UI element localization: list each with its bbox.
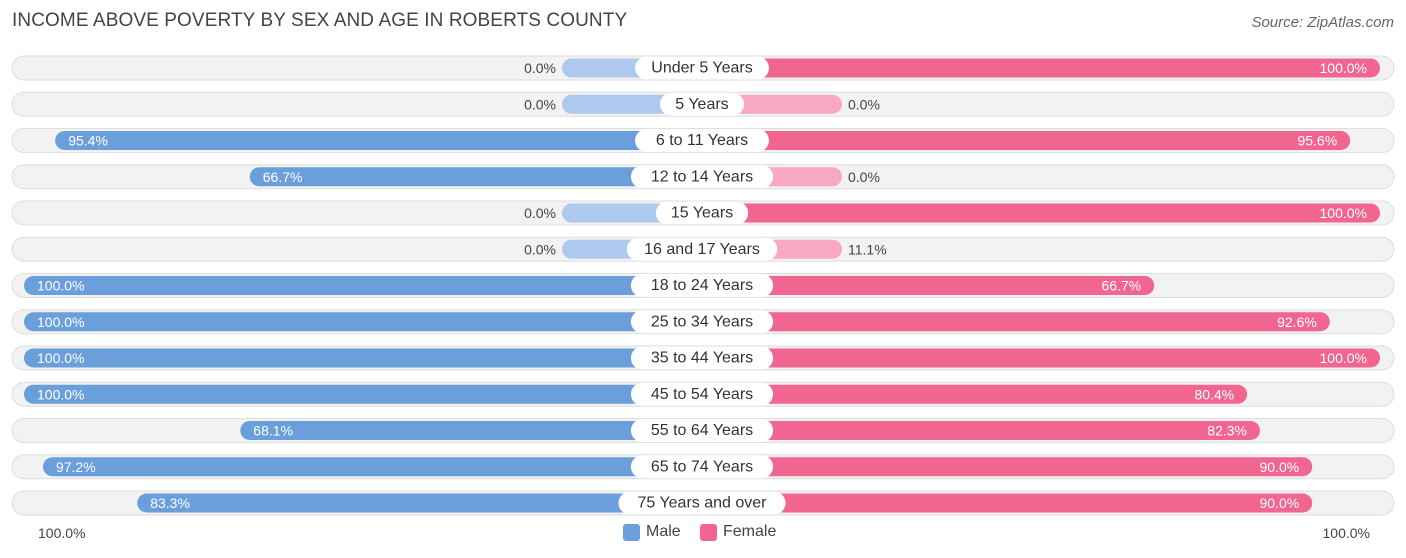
category-pill <box>655 201 749 225</box>
data-label-female: 11.1% <box>848 241 887 257</box>
category-label: 65 to 74 Years <box>651 458 753 475</box>
data-label-female: 0.0% <box>848 169 880 185</box>
bar-female <box>702 58 1380 78</box>
bar-female <box>702 348 1380 368</box>
category-label: 55 to 64 Years <box>651 422 753 439</box>
data-label-male: 100.0% <box>37 278 84 294</box>
category-label: 25 to 34 Years <box>651 313 753 330</box>
bar-male <box>240 421 703 440</box>
legend-item-male[interactable]: Male <box>623 523 681 541</box>
bar-female <box>702 457 1313 477</box>
category-label: 35 to 44 Years <box>651 350 753 367</box>
source-label: Source: ZipAtlas.com <box>1251 14 1394 31</box>
bar-male <box>42 457 702 477</box>
axis-right-label: 100.0% <box>1322 525 1370 541</box>
data-label-female: 92.6% <box>1277 314 1317 330</box>
category-label: 5 Years <box>675 96 728 113</box>
data-label-male: 83.3% <box>150 495 190 511</box>
legend-swatch-male <box>623 523 640 541</box>
data-label-male: 0.0% <box>524 60 556 76</box>
legend-swatch-female <box>700 523 717 541</box>
bar-male <box>24 276 702 295</box>
data-label-male: 0.0% <box>524 205 556 221</box>
category-label: 15 Years <box>671 205 733 222</box>
category-pill <box>630 165 774 189</box>
data-label-male: 95.4% <box>68 133 108 149</box>
data-label-female: 95.6% <box>1297 133 1337 149</box>
bar-female <box>702 384 1248 404</box>
data-label-female: 100.0% <box>1320 350 1367 366</box>
legend-item-female[interactable]: Female <box>700 523 776 541</box>
category-pill <box>630 455 774 479</box>
category-pill <box>618 491 786 515</box>
category-pill <box>630 382 774 406</box>
category-pill <box>659 92 745 116</box>
data-label-female: 90.0% <box>1259 459 1299 475</box>
bar-female <box>702 131 1351 150</box>
data-label-male: 66.7% <box>263 169 303 185</box>
data-label-female: 100.0% <box>1320 205 1367 221</box>
category-pill <box>630 310 774 334</box>
category-label: 45 to 54 Years <box>651 386 753 403</box>
category-pill <box>626 237 778 261</box>
legend: Male Female <box>0 523 1406 545</box>
axis-left-label: 100.0% <box>38 525 86 541</box>
legend-label-male: Male <box>646 523 681 540</box>
data-label-female: 100.0% <box>1320 60 1367 76</box>
data-label-male: 100.0% <box>37 350 84 366</box>
category-pill <box>630 274 774 297</box>
category-label: 16 and 17 Years <box>644 241 760 258</box>
bar-female <box>702 493 1313 513</box>
bar-female <box>702 276 1155 295</box>
data-label-female: 0.0% <box>848 96 880 112</box>
data-label-male: 68.1% <box>253 423 293 439</box>
bar-male <box>24 312 702 332</box>
category-label: 6 to 11 Years <box>656 132 748 149</box>
category-label: Under 5 Years <box>651 60 752 77</box>
data-label-male: 100.0% <box>37 314 84 330</box>
category-pill <box>630 346 774 370</box>
data-label-female: 66.7% <box>1102 278 1142 294</box>
category-label: 75 Years and over <box>638 495 768 512</box>
bar-male <box>249 167 703 187</box>
bar-male <box>55 131 703 150</box>
legend-label-female: Female <box>723 523 777 540</box>
bar-male <box>137 493 702 513</box>
category-label: 18 to 24 Years <box>651 277 753 294</box>
bar-male <box>24 348 702 368</box>
category-pill <box>630 419 774 442</box>
data-label-female: 90.0% <box>1259 495 1299 511</box>
bar-female <box>702 312 1330 332</box>
data-label-female: 80.4% <box>1194 386 1234 402</box>
bar-female <box>702 421 1260 440</box>
data-label-male: 0.0% <box>524 96 556 112</box>
bar-male <box>24 384 702 404</box>
category-pill <box>635 129 769 152</box>
data-label-male: 0.0% <box>524 241 556 257</box>
bar-female <box>702 203 1380 223</box>
chart-title: INCOME ABOVE POVERTY BY SEX AND AGE IN R… <box>12 10 628 31</box>
category-pill <box>635 56 769 80</box>
data-label-male: 97.2% <box>56 459 96 475</box>
data-label-female: 82.3% <box>1207 423 1247 439</box>
category-label: 12 to 14 Years <box>651 168 753 185</box>
data-label-male: 100.0% <box>37 386 84 402</box>
